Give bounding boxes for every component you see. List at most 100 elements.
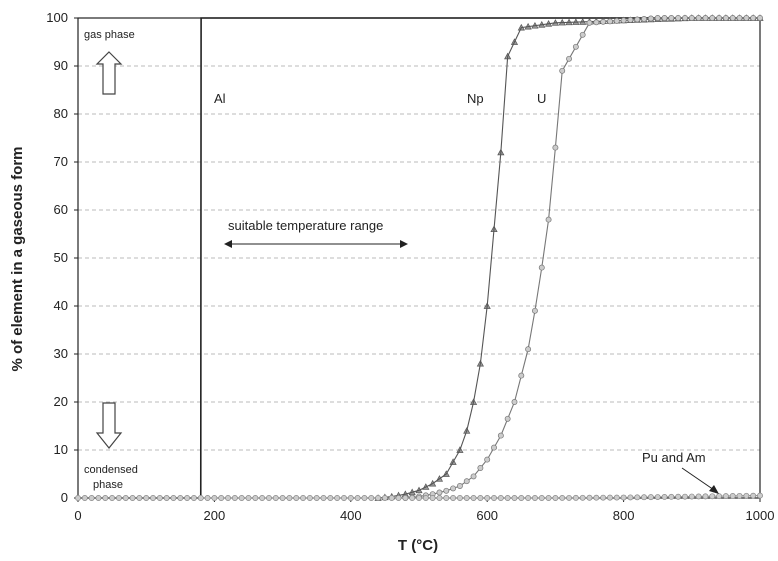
data-point-pu-and-am xyxy=(368,495,375,501)
x-tick-label: 400 xyxy=(340,508,362,523)
data-point-pu-and-am xyxy=(484,495,491,501)
x-tick-label: 800 xyxy=(613,508,635,523)
data-point-u xyxy=(518,372,525,379)
data-point-np xyxy=(497,148,505,156)
data-point-u xyxy=(641,16,648,22)
data-point-u xyxy=(477,465,484,471)
x-tick-label: 200 xyxy=(204,508,226,523)
data-point-pu-and-am xyxy=(654,494,661,500)
pu-am-label: Pu and Am xyxy=(642,450,706,465)
data-point-pu-and-am xyxy=(607,494,613,501)
y-tick-label: 80 xyxy=(54,106,68,121)
data-point-u xyxy=(729,15,736,21)
data-point-u xyxy=(586,19,593,26)
data-point-pu-and-am xyxy=(627,494,634,501)
data-point-pu-and-am xyxy=(497,495,504,501)
data-point-pu-and-am xyxy=(313,495,320,501)
data-point-u xyxy=(750,15,757,21)
data-point-pu-and-am xyxy=(190,495,197,501)
data-point-pu-and-am xyxy=(170,495,177,501)
range-double-arrow xyxy=(224,240,408,248)
data-point-u xyxy=(552,144,559,151)
data-point-pu-and-am xyxy=(709,493,716,500)
data-point-np xyxy=(422,483,430,490)
y-tick-label: 70 xyxy=(54,154,68,169)
data-point-pu-and-am xyxy=(613,494,620,501)
data-point-pu-and-am xyxy=(286,495,293,501)
data-point-pu-and-am xyxy=(402,495,409,501)
data-point-pu-and-am xyxy=(177,495,184,501)
data-point-np xyxy=(449,458,457,465)
data-point-pu-and-am xyxy=(300,495,307,501)
al-label: Al xyxy=(214,91,226,106)
data-point-np xyxy=(429,479,437,487)
data-point-pu-and-am xyxy=(320,495,327,501)
data-point-pu-and-am xyxy=(579,494,586,501)
data-point-pu-and-am xyxy=(95,495,102,501)
data-point-u xyxy=(470,473,477,480)
data-point-pu-and-am xyxy=(675,493,682,500)
data-point-pu-and-am xyxy=(204,495,211,501)
data-point-pu-and-am xyxy=(238,495,245,501)
data-point-pu-and-am xyxy=(361,495,368,501)
x-tick-label: 1000 xyxy=(746,508,775,523)
data-point-u xyxy=(538,264,545,271)
data-point-u xyxy=(627,16,634,23)
data-point-u xyxy=(620,17,627,24)
data-point-u xyxy=(757,15,763,21)
data-point-pu-and-am xyxy=(381,495,388,501)
data-point-pu-and-am xyxy=(409,495,416,501)
data-point-pu-and-am xyxy=(566,494,572,501)
data-point-u xyxy=(607,18,613,25)
data-point-pu-and-am xyxy=(750,492,757,499)
data-point-np xyxy=(490,225,498,233)
y-tick-label: 50 xyxy=(54,250,68,265)
data-point-np xyxy=(435,475,444,482)
y-axis-title: % of element in a gaseous form xyxy=(9,146,26,371)
y-tick-label: 60 xyxy=(54,202,68,217)
data-point-u xyxy=(436,489,443,496)
data-point-np xyxy=(483,302,491,309)
data-point-pu-and-am xyxy=(661,493,668,500)
data-point-u xyxy=(566,55,572,62)
data-point-pu-and-am xyxy=(504,495,511,501)
data-point-np xyxy=(517,23,525,31)
data-point-u xyxy=(722,15,729,21)
data-point-pu-and-am xyxy=(245,495,252,501)
data-point-np xyxy=(510,38,519,45)
y-tick-label: 20 xyxy=(54,394,68,409)
data-point-u xyxy=(463,478,470,485)
u-label: U xyxy=(537,91,546,106)
data-point-pu-and-am xyxy=(109,495,116,501)
data-point-pu-and-am xyxy=(456,495,463,501)
data-point-pu-and-am xyxy=(184,495,191,501)
data-point-pu-and-am xyxy=(620,494,627,501)
data-point-pu-and-am xyxy=(211,495,218,501)
data-point-u xyxy=(450,485,457,492)
data-point-pu-and-am xyxy=(729,493,736,499)
pu-am-pointer-arrow xyxy=(681,467,719,494)
data-point-pu-and-am xyxy=(395,495,402,501)
gas-phase-label: gas phase xyxy=(84,29,135,41)
data-point-pu-and-am xyxy=(347,495,354,501)
data-point-pu-and-am xyxy=(641,494,648,501)
data-point-u xyxy=(579,31,586,38)
data-point-np xyxy=(463,427,471,434)
y-tick-label: 30 xyxy=(54,346,68,361)
data-point-np xyxy=(538,20,546,28)
data-point-pu-and-am xyxy=(477,495,484,501)
data-point-pu-and-am xyxy=(293,495,300,501)
data-point-pu-and-am xyxy=(259,495,266,501)
x-tick-label: 600 xyxy=(476,508,498,523)
data-point-np xyxy=(504,52,512,60)
data-point-u xyxy=(634,16,641,23)
data-point-u xyxy=(709,15,716,21)
data-point-pu-and-am xyxy=(306,495,313,501)
data-point-pu-and-am xyxy=(450,495,457,501)
data-point-pu-and-am xyxy=(416,495,422,501)
data-point-pu-and-am xyxy=(736,492,743,499)
data-point-pu-and-am xyxy=(429,495,436,501)
